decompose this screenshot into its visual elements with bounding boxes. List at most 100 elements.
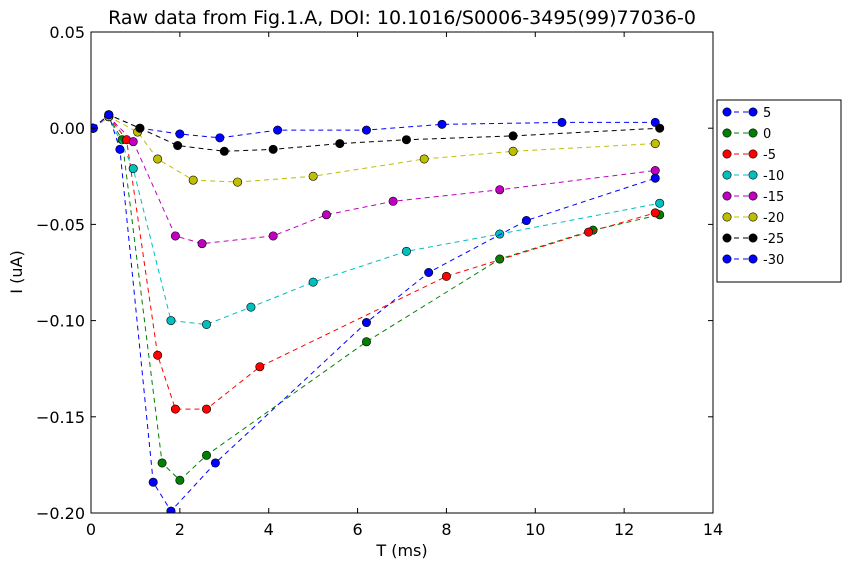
data-point	[268, 231, 278, 241]
legend-label: 0	[763, 127, 771, 142]
data-point	[321, 210, 331, 220]
series-line	[92, 115, 660, 481]
legend-box	[716, 99, 842, 283]
data-point	[215, 133, 225, 143]
data-point	[166, 506, 176, 513]
y-tick-label: 0.00	[49, 119, 85, 138]
data-point	[655, 123, 665, 133]
data-point	[210, 458, 220, 468]
data-point	[650, 166, 660, 176]
data-point	[401, 135, 411, 145]
series-line	[92, 115, 656, 245]
data-point	[246, 302, 256, 312]
y-tick-label: −0.20	[36, 504, 85, 523]
data-point	[233, 177, 243, 187]
legend-label: -30	[763, 253, 784, 268]
series-6	[91, 110, 665, 156]
data-point	[401, 246, 411, 256]
legend-marker	[722, 254, 732, 264]
legend-marker	[722, 128, 732, 138]
y-tick-label: −0.10	[36, 312, 85, 331]
data-point	[173, 141, 183, 151]
legend-marker	[722, 191, 732, 201]
series-line	[92, 115, 660, 325]
data-point	[188, 175, 198, 185]
legend-label: -5	[763, 148, 776, 163]
series-0	[91, 110, 660, 143]
data-point	[361, 125, 371, 135]
y-tick-label: 0.05	[49, 23, 85, 42]
legend-marker	[722, 107, 732, 117]
legend-marker	[748, 149, 758, 159]
data-point	[308, 277, 318, 287]
data-point	[197, 239, 207, 249]
data-point	[508, 146, 518, 156]
axis-ticks: 0 2 4 6 8 10 12 14 −0.20 −0.15 −0.10 −0.05 0.00 0.05	[36, 23, 723, 539]
series-line	[92, 114, 660, 152]
series-line	[92, 113, 656, 512]
legend-label: -20	[763, 211, 784, 226]
data-point	[650, 208, 660, 218]
data-point	[128, 164, 138, 174]
data-point	[521, 216, 531, 226]
legend-item: -10	[722, 169, 784, 184]
data-point	[361, 318, 371, 328]
data-point	[424, 267, 434, 277]
legend-item: -5	[722, 148, 776, 163]
data-point	[128, 137, 138, 147]
data-point	[655, 198, 665, 208]
legend-label: -15	[763, 190, 784, 205]
legend-marker	[748, 191, 758, 201]
data-point	[153, 154, 163, 164]
data-point	[104, 110, 114, 120]
data-point	[495, 254, 505, 264]
data-point	[202, 319, 212, 329]
data-point	[202, 450, 212, 460]
data-point	[557, 117, 567, 127]
x-tick-label: 12	[614, 520, 634, 539]
data-point	[273, 125, 283, 135]
data-point	[268, 144, 278, 154]
data-point	[135, 123, 145, 133]
chart-title: Raw data from Fig.1.A, DOI: 10.1016/S000…	[108, 7, 696, 29]
legend-marker	[748, 107, 758, 117]
x-tick-label: 14	[703, 520, 723, 539]
data-point	[650, 139, 660, 149]
legend-marker	[722, 212, 732, 222]
data-point	[157, 458, 167, 468]
legend-item: 0	[722, 127, 771, 142]
legend-marker	[748, 233, 758, 243]
legend-marker	[748, 170, 758, 180]
legend-marker	[722, 149, 732, 159]
series-1	[91, 112, 665, 485]
data-point	[419, 154, 429, 164]
data-point	[508, 131, 518, 141]
x-tick-label: 10	[525, 520, 545, 539]
data-point	[584, 227, 594, 237]
data-point	[202, 404, 212, 414]
data-point	[437, 119, 447, 129]
data-point	[175, 129, 185, 139]
legend-marker	[748, 212, 758, 222]
legend-marker	[748, 254, 758, 264]
plot-content	[91, 110, 665, 513]
legend-item: -30	[722, 253, 784, 268]
data-point	[495, 229, 505, 239]
legend-item: -20	[722, 211, 784, 226]
data-point	[308, 171, 318, 181]
series-5	[91, 112, 660, 187]
series-4	[91, 112, 660, 249]
x-tick-label: 6	[352, 520, 362, 539]
data-point	[148, 477, 158, 487]
data-point	[495, 185, 505, 195]
legend-item: 5	[722, 106, 771, 121]
legend-item: -25	[722, 232, 784, 247]
series-7	[91, 110, 660, 513]
data-point	[335, 139, 345, 149]
data-point	[361, 337, 371, 347]
x-axis-title: T (ms)	[375, 541, 427, 560]
x-tick-label: 0	[86, 520, 96, 539]
data-point	[166, 316, 176, 326]
